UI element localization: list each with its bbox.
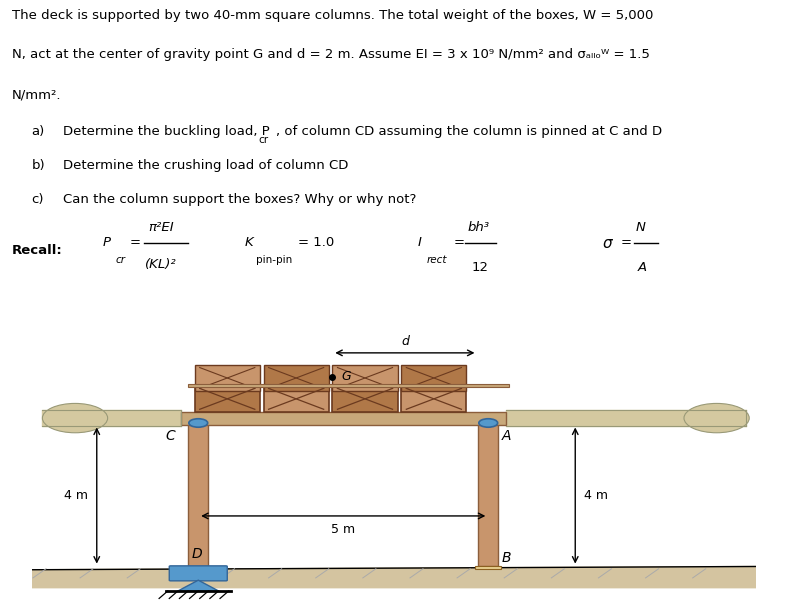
Text: Determine the buckling load, P: Determine the buckling load, P xyxy=(63,125,269,138)
Text: cr: cr xyxy=(115,255,125,266)
Polygon shape xyxy=(32,567,756,588)
Bar xyxy=(401,386,466,411)
Text: pin-pin: pin-pin xyxy=(256,255,292,266)
Circle shape xyxy=(189,419,208,427)
Bar xyxy=(181,411,506,425)
Bar xyxy=(195,365,260,391)
Text: =: = xyxy=(130,236,141,249)
Text: N/mm².: N/mm². xyxy=(12,88,61,101)
Circle shape xyxy=(479,419,498,427)
Bar xyxy=(475,566,501,569)
Text: N, act at the center of gravity point G and d = 2 m. Assume EI = 3 x 10⁹ N/mm² a: N, act at the center of gravity point G … xyxy=(12,48,649,61)
Text: B: B xyxy=(502,551,511,565)
Text: a): a) xyxy=(32,125,45,138)
Text: (KL)²: (KL)² xyxy=(145,259,177,271)
Text: c): c) xyxy=(32,193,44,206)
Text: N: N xyxy=(636,222,646,234)
Text: 4 m: 4 m xyxy=(64,489,88,502)
Text: The deck is supported by two 40-mm square columns. The total weight of the boxes: The deck is supported by two 40-mm squar… xyxy=(12,8,653,22)
Text: , of column CD assuming the column is pinned at C and D: , of column CD assuming the column is pi… xyxy=(276,125,662,138)
Text: Determine the crushing load of column CD: Determine the crushing load of column CD xyxy=(63,159,348,172)
Text: I: I xyxy=(418,236,422,249)
Text: Can the column support the boxes? Why or why not?: Can the column support the boxes? Why or… xyxy=(63,193,416,206)
Text: P: P xyxy=(102,236,110,249)
Bar xyxy=(333,365,398,391)
Polygon shape xyxy=(178,580,218,591)
Text: =: = xyxy=(620,236,631,249)
Text: rect: rect xyxy=(426,255,447,266)
Bar xyxy=(263,365,329,391)
Text: =: = xyxy=(454,236,465,249)
Text: 5 m: 5 m xyxy=(331,523,355,536)
Text: G: G xyxy=(341,370,351,382)
Text: A: A xyxy=(502,428,511,443)
Text: bh³: bh³ xyxy=(467,222,489,234)
Ellipse shape xyxy=(684,403,749,432)
Bar xyxy=(188,384,508,387)
Bar xyxy=(333,386,398,411)
Text: cr: cr xyxy=(258,135,269,145)
Text: Recall:: Recall: xyxy=(12,244,62,257)
Bar xyxy=(401,365,466,391)
Polygon shape xyxy=(43,410,181,426)
Ellipse shape xyxy=(43,403,108,432)
Text: σ: σ xyxy=(603,236,612,251)
Text: π²EI: π²EI xyxy=(148,222,174,234)
Bar xyxy=(263,386,329,411)
Text: K: K xyxy=(244,236,253,249)
Text: b): b) xyxy=(32,159,45,172)
Text: D: D xyxy=(191,547,203,561)
Text: 4 m: 4 m xyxy=(584,489,608,502)
Text: 12: 12 xyxy=(471,261,489,274)
Polygon shape xyxy=(506,410,745,426)
Bar xyxy=(195,386,260,411)
Text: C: C xyxy=(165,428,175,443)
Text: A: A xyxy=(637,261,647,274)
Bar xyxy=(188,423,208,567)
Text: = 1.0: = 1.0 xyxy=(298,236,334,249)
Bar xyxy=(478,423,498,567)
FancyBboxPatch shape xyxy=(169,566,227,581)
Text: d: d xyxy=(401,335,409,348)
